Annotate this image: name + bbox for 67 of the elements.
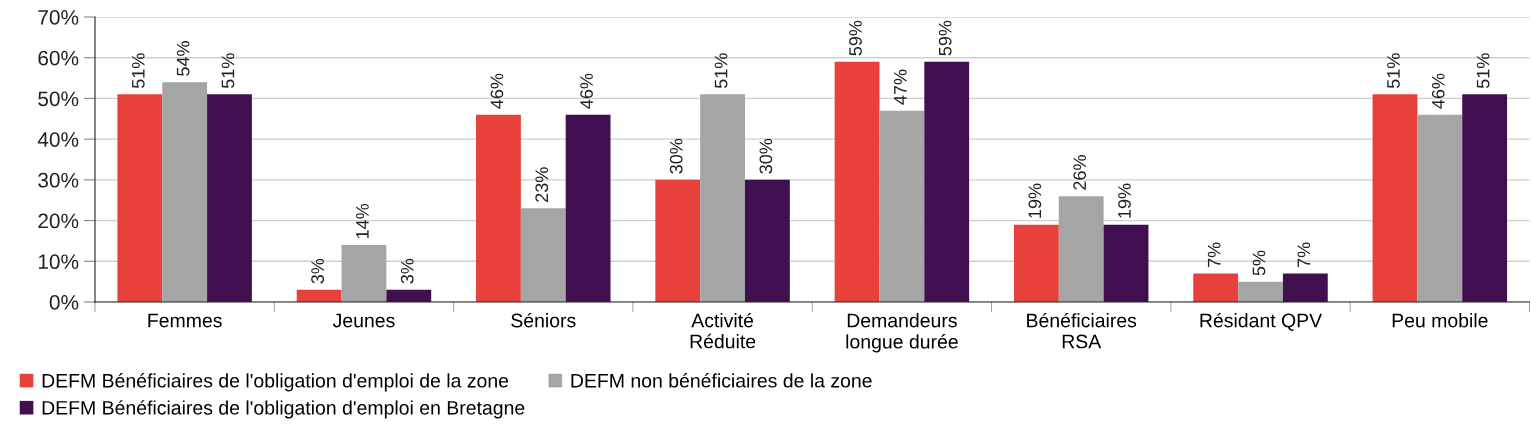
- x-tick-label: Peu mobile: [1392, 313, 1488, 328]
- y-tick-label: 20%: [38, 213, 79, 229]
- data-label: 14%: [356, 203, 369, 239]
- data-label: 19%: [1118, 183, 1131, 218]
- data-label: 3%: [400, 258, 414, 284]
- x-tick-label: Activité Réduite: [690, 312, 756, 349]
- bar: [162, 82, 208, 302]
- y-tick-label: 30%: [38, 172, 79, 188]
- y-tick-label: 0%: [49, 295, 79, 310]
- bar: [744, 179, 790, 302]
- bar: [207, 94, 252, 302]
- bar: [117, 94, 163, 302]
- legend-label: DEFM Bénéficiaires de l'obligation d'emploi de la zone: [42, 373, 509, 392]
- data-label: 46%: [490, 73, 504, 109]
- bar: [1462, 94, 1508, 302]
- x-tick-label: Résidant QPV: [1200, 312, 1323, 331]
- data-label: 3%: [311, 258, 324, 284]
- data-label: 51%: [221, 53, 235, 89]
- x-tick-label: Femmes: [148, 313, 222, 328]
- data-label: 46%: [580, 73, 593, 109]
- bar: [879, 110, 925, 302]
- data-label: 26%: [1073, 155, 1087, 190]
- bar: [386, 289, 432, 302]
- y-tick-label: 60%: [38, 50, 79, 66]
- bar: [1103, 224, 1149, 302]
- bar: [565, 114, 611, 302]
- data-label: 30%: [669, 138, 683, 174]
- bar: [1238, 281, 1283, 302]
- bar: [296, 289, 342, 302]
- data-label: 5%: [1252, 250, 1266, 276]
- bar: [1372, 94, 1418, 302]
- data-label: 46%: [1431, 73, 1445, 109]
- y-tick-label: 10%: [38, 254, 79, 270]
- y-tick-label: 70%: [38, 10, 79, 25]
- y-tick-label: 40%: [37, 132, 79, 147]
- bar: [476, 114, 521, 302]
- data-label: 30%: [759, 138, 773, 174]
- bar: [1282, 273, 1328, 302]
- bar: [1058, 196, 1104, 302]
- bar: [924, 61, 970, 302]
- data-label: 7%: [1207, 242, 1221, 268]
- bar: [1417, 114, 1463, 302]
- bar: [520, 208, 566, 302]
- bar: [1013, 224, 1059, 302]
- x-tick-label: Jeunes: [332, 313, 395, 328]
- data-label: 59%: [849, 20, 862, 56]
- data-label: 23%: [535, 167, 549, 202]
- data-label: 51%: [1476, 53, 1490, 89]
- legend-label: DEFM non bénéficiaires de la zone: [571, 373, 872, 388]
- data-label: 59%: [938, 20, 952, 56]
- data-label: 51%: [131, 53, 145, 89]
- bar: [834, 61, 880, 302]
- x-tick-label: Séniors: [511, 312, 576, 328]
- bar: [700, 94, 745, 302]
- bar: [341, 245, 387, 302]
- data-label: 54%: [176, 41, 190, 76]
- y-tick-label: 50%: [38, 91, 79, 107]
- data-label: 47%: [894, 69, 907, 105]
- data-label: 7%: [1297, 242, 1311, 268]
- bar: [655, 179, 701, 302]
- x-tick-label: Bénéficiaires RSA: [1027, 312, 1137, 349]
- data-label: 51%: [1387, 53, 1400, 89]
- data-label: 51%: [714, 53, 728, 89]
- bar: [1193, 273, 1239, 302]
- data-label: 19%: [1028, 183, 1042, 218]
- x-tick-label: Demandeurs longue durée: [846, 313, 958, 353]
- legend-label: DEFM Bénéficiaires de l'obligation d'emploi en Bretagne: [42, 400, 525, 419]
